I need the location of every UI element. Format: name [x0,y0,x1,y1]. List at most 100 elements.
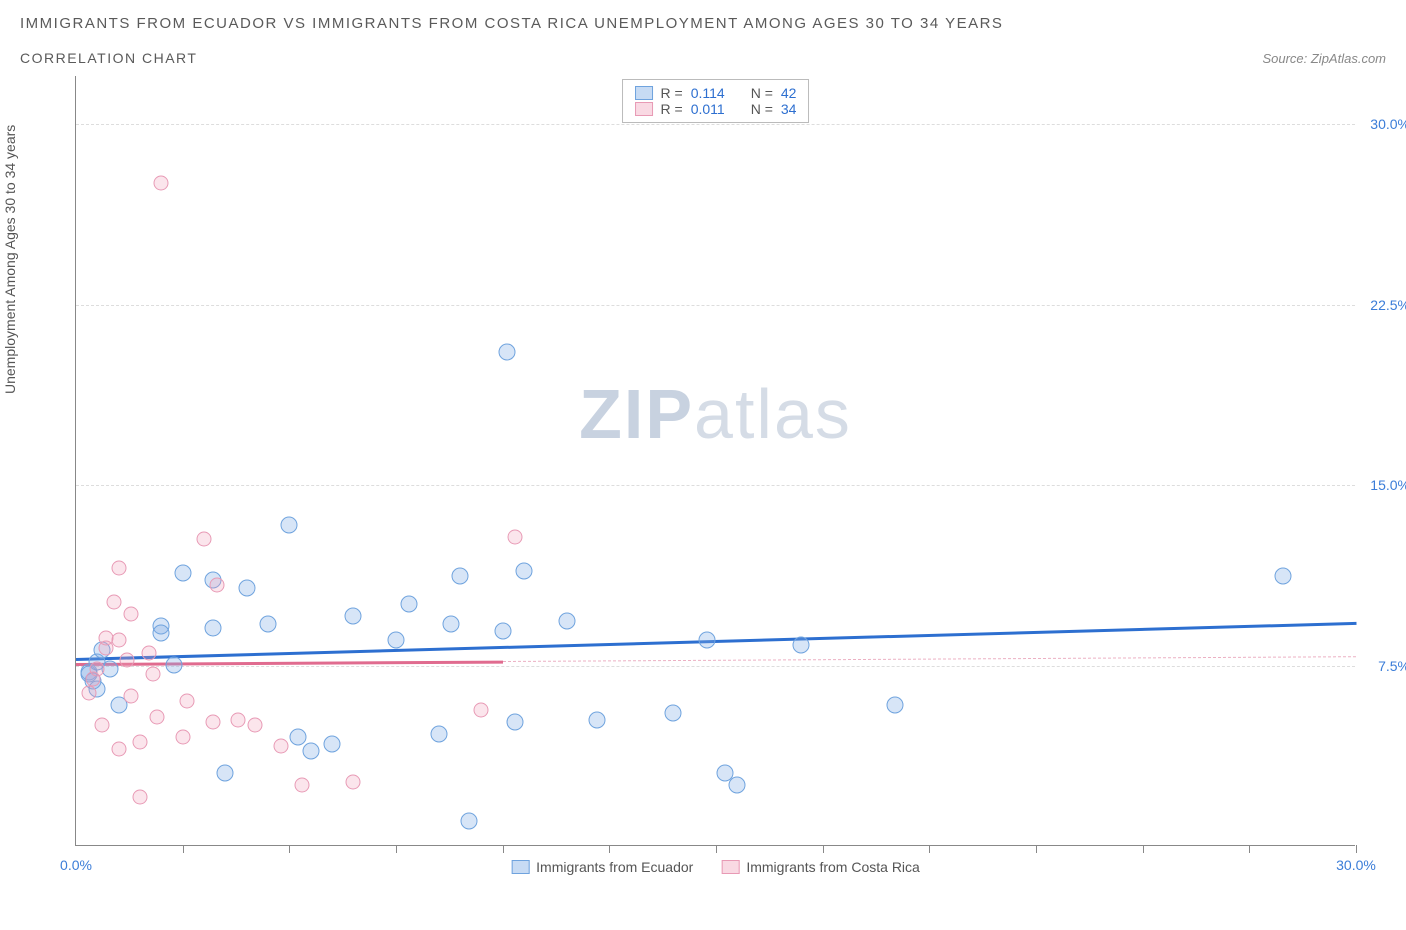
legend-n-value: 34 [781,101,797,117]
data-point [120,652,135,667]
legend-n-label: N = [751,101,773,117]
data-point [494,622,511,639]
data-point [346,775,361,790]
scatter-plot: ZIPatlas R =0.114N =42R =0.011N =34 7.5%… [75,76,1355,846]
y-axis-label: Unemployment Among Ages 30 to 34 years [2,125,18,394]
data-point [260,615,277,632]
data-point [238,579,255,596]
y-tick-label: 15.0% [1370,477,1406,493]
series-legend-item: Immigrants from Ecuador [511,859,693,875]
x-tick-label: 30.0% [1336,857,1376,873]
x-tick [823,845,824,853]
data-point [145,667,160,682]
legend-r-value: 0.114 [691,85,725,101]
subtitle-row: CORRELATION CHART Source: ZipAtlas.com [20,50,1386,66]
data-point [217,764,234,781]
data-point [345,608,362,625]
legend-row: R = 0.011 N = 34 [635,101,797,117]
data-point [153,625,170,642]
data-point [166,656,183,673]
data-point [111,741,126,756]
data-point [124,607,139,622]
data-point [665,704,682,721]
legend-swatch [635,102,653,116]
data-point [150,710,165,725]
y-tick-label: 22.5% [1370,297,1406,313]
data-point [430,726,447,743]
data-point [508,530,523,545]
data-point [107,594,122,609]
legend-swatch [511,860,529,874]
gridline [76,124,1355,125]
data-point [507,714,524,731]
data-point [133,734,148,749]
series-legend: Immigrants from Ecuador Immigrants from C… [511,859,920,875]
data-point [516,562,533,579]
legend-row: R = 0.114 N = 42 [635,85,797,101]
data-point [302,743,319,760]
data-point [90,662,105,677]
data-point [729,776,746,793]
regression-line-dashed [503,656,1356,662]
data-point [474,703,489,718]
data-point [197,532,212,547]
chart-title: IMMIGRANTS FROM ECUADOR VS IMMIGRANTS FR… [20,15,1386,32]
data-point [699,632,716,649]
data-point [887,697,904,714]
x-tick [1036,845,1037,853]
legend-r-value: 0.011 [691,101,725,117]
data-point [179,693,194,708]
data-point [174,565,191,582]
x-tick [1249,845,1250,853]
data-point [141,645,156,660]
x-tick [396,845,397,853]
data-point [400,596,417,613]
data-point [324,735,341,752]
x-tick-label: 0.0% [60,857,92,873]
data-point [443,615,460,632]
series-legend-item: Immigrants from Costa Rica [721,859,919,875]
data-point [124,688,139,703]
data-point [295,777,310,792]
x-tick [609,845,610,853]
source-label: Source: ZipAtlas.com [1262,51,1386,66]
gridline [76,305,1355,306]
data-point [452,567,469,584]
data-point [209,578,224,593]
x-tick [1143,845,1144,853]
gridline [76,485,1355,486]
data-point [793,637,810,654]
data-point [94,717,109,732]
data-point [81,686,96,701]
data-point [388,632,405,649]
chart-subtitle: CORRELATION CHART [20,50,197,66]
legend-swatch [721,860,739,874]
data-point [281,516,298,533]
gridline [76,666,1355,667]
y-tick-label: 7.5% [1378,658,1406,674]
data-point [248,717,263,732]
data-point [231,712,246,727]
legend-r-label: R = [661,85,683,101]
data-point [111,561,126,576]
x-tick [929,845,930,853]
legend-r-label: R = [661,101,683,117]
series-label: Immigrants from Costa Rica [746,859,919,875]
chart-container: Unemployment Among Ages 30 to 34 years Z… [20,76,1386,896]
data-point [204,620,221,637]
data-point [1275,567,1292,584]
x-tick [183,845,184,853]
data-point [460,812,477,829]
legend-n-value: 42 [781,85,797,101]
correlation-legend: R = 0.114 N = 42 R = 0.011 N = 34 [622,79,810,123]
x-tick [1356,845,1357,853]
data-point [154,176,169,191]
data-point [273,739,288,754]
data-point [498,343,515,360]
legend-swatch [635,86,653,100]
data-point [111,633,126,648]
data-point [205,715,220,730]
data-point [558,613,575,630]
legend-n-label: N = [751,85,773,101]
x-tick [716,845,717,853]
